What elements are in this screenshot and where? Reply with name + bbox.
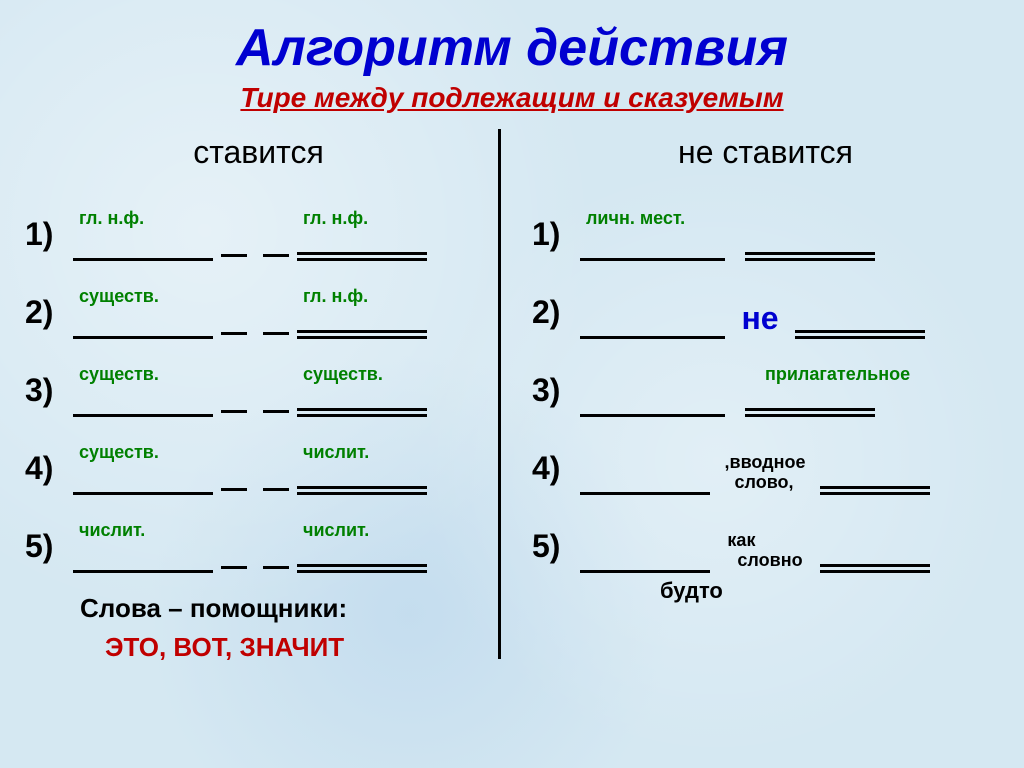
left-header: ставится (25, 134, 492, 171)
left-row-2: 2) существ. гл. н.ф. (25, 261, 492, 339)
left-row-3: 3) существ. существ. (25, 339, 492, 417)
row-number: 4) (532, 450, 580, 495)
columns-wrapper: ставится 1) гл. н.ф. гл. н.ф. 2) существ… (0, 134, 1024, 663)
predicate-line (795, 330, 925, 339)
row-number: 1) (532, 216, 580, 261)
predicate-cell (820, 518, 930, 573)
page-subtitle: Тире между подлежащим и сказуемым (0, 82, 1024, 114)
dash-mark (263, 488, 289, 491)
helpers-words: ЭТО, ВОТ, ЗНАЧИТ (80, 632, 492, 663)
subject-cell: существ. (73, 284, 213, 339)
left-column: ставится 1) гл. н.ф. гл. н.ф. 2) существ… (25, 134, 507, 663)
subject-label: существ. (79, 364, 159, 385)
row-number: 3) (25, 372, 73, 417)
predicate-label: существ. (303, 364, 383, 385)
left-row-1: 1) гл. н.ф. гл. н.ф. (25, 183, 492, 261)
predicate-cell: прилагательное (745, 362, 915, 417)
row-number: 5) (532, 528, 580, 573)
subject-label: существ. (79, 286, 159, 307)
dash-mark (263, 332, 289, 335)
predicate-line (820, 486, 930, 495)
subject-cell: личн. мест. (580, 206, 725, 261)
subject-cell: гл. н.ф. (73, 206, 213, 261)
left-row-5: 5) числит. числит. (25, 495, 492, 573)
predicate-label: числит. (303, 520, 369, 541)
dash-mark (221, 332, 247, 335)
predicate-cell (745, 206, 875, 261)
predicate-line (297, 486, 427, 495)
subject-cell (580, 518, 710, 573)
right-row-3: 3) прилагательное (532, 339, 999, 417)
predicate-label: гл. н.ф. (303, 208, 368, 229)
vertical-divider (498, 129, 501, 659)
mid-text: как словно (727, 530, 802, 571)
page-title: Алгоритм действия (0, 0, 1024, 78)
predicate-line (820, 564, 930, 573)
budto-word: будто (660, 578, 723, 604)
subject-label: числит. (79, 520, 145, 541)
subject-cell: существ. (73, 362, 213, 417)
dash-mark (221, 488, 247, 491)
mid-word-ne: не (725, 300, 795, 339)
predicate-label: прилагательное (765, 364, 910, 385)
predicate-cell: числит. (297, 518, 427, 573)
left-row-4: 4) существ. числит. (25, 417, 492, 495)
mid-text: ,вводное слово, (725, 452, 806, 493)
predicate-label: гл. н.ф. (303, 286, 368, 307)
right-row-1: 1) личн. мест. (532, 183, 999, 261)
predicate-line (297, 408, 427, 417)
mid-word-vvodnoe: ,вводное слово, (710, 452, 820, 495)
row-number: 2) (532, 294, 580, 339)
right-row-4: 4) ,вводное слово, (532, 417, 999, 495)
predicate-label: числит. (303, 442, 369, 463)
subject-line (73, 570, 213, 573)
mid-text: не (741, 300, 778, 337)
row-number: 4) (25, 450, 73, 495)
helpers-block: Слова – помощники: ЭТО, ВОТ, ЗНАЧИТ (25, 593, 492, 663)
dash-mark (221, 254, 247, 257)
dash-mark (263, 566, 289, 569)
predicate-line (745, 408, 875, 417)
row-number: 2) (25, 294, 73, 339)
subject-label: существ. (79, 442, 159, 463)
helpers-title: Слова – помощники: (80, 593, 492, 624)
row-number: 3) (532, 372, 580, 417)
subject-cell (580, 362, 725, 417)
dash-mark (263, 410, 289, 413)
subject-label: гл. н.ф. (79, 208, 144, 229)
row-number: 1) (25, 216, 73, 261)
predicate-cell (795, 284, 925, 339)
right-header: не ставится (532, 134, 999, 171)
subject-cell: числит. (73, 518, 213, 573)
predicate-cell: гл. н.ф. (297, 206, 427, 261)
predicate-line (297, 252, 427, 261)
right-row-2: 2) не (532, 261, 999, 339)
predicate-cell: существ. (297, 362, 427, 417)
subject-cell (580, 284, 725, 339)
predicate-cell (820, 440, 930, 495)
subject-label: личн. мест. (586, 208, 685, 229)
dash-mark (221, 410, 247, 413)
dash-mark (263, 254, 289, 257)
mid-word-kak: как словно (710, 530, 820, 573)
subject-cell (580, 440, 710, 495)
right-column: не ставится 1) личн. мест. 2) не (507, 134, 999, 663)
right-row-5: 5) как словно (532, 495, 999, 573)
predicate-cell: числит. (297, 440, 427, 495)
subject-cell: существ. (73, 440, 213, 495)
dash-mark (221, 566, 247, 569)
predicate-line (297, 564, 427, 573)
predicate-line (297, 330, 427, 339)
predicate-line (745, 252, 875, 261)
subject-line (580, 570, 710, 573)
predicate-cell: гл. н.ф. (297, 284, 427, 339)
row-number: 5) (25, 528, 73, 573)
